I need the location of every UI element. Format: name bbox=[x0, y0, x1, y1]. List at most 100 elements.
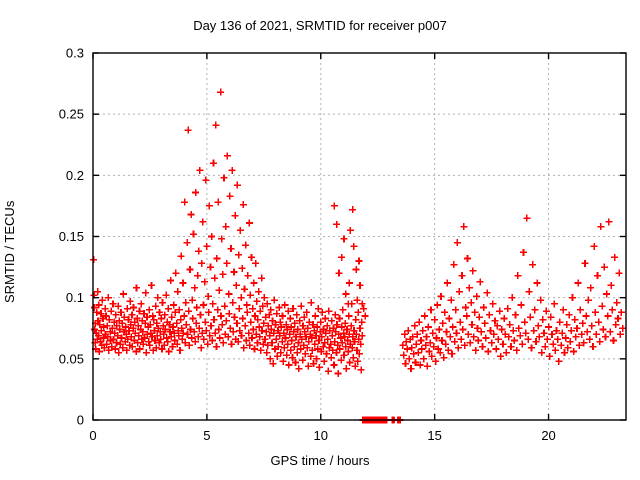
data-point-marker bbox=[233, 319, 241, 327]
data-point-marker bbox=[142, 289, 150, 297]
data-point-marker bbox=[105, 316, 113, 324]
data-point-marker bbox=[540, 329, 548, 337]
data-point-marker bbox=[587, 284, 595, 292]
data-point-marker bbox=[296, 317, 304, 325]
data-point-marker bbox=[179, 329, 187, 337]
data-point-marker bbox=[547, 313, 555, 321]
data-point-marker bbox=[458, 272, 466, 280]
data-point-marker bbox=[457, 335, 465, 343]
data-point-marker bbox=[253, 339, 261, 347]
data-point-marker bbox=[443, 328, 451, 336]
data-point-marker bbox=[153, 319, 161, 327]
data-point-marker bbox=[581, 259, 589, 267]
data-point-marker bbox=[100, 344, 108, 352]
data-point-marker bbox=[91, 325, 99, 333]
data-point-marker bbox=[176, 346, 184, 354]
data-point-marker bbox=[217, 88, 225, 96]
data-point-marker bbox=[459, 325, 467, 333]
data-point-marker bbox=[415, 318, 423, 326]
data-point-marker bbox=[549, 340, 557, 348]
data-point-marker bbox=[199, 218, 207, 226]
data-point-marker bbox=[347, 322, 355, 330]
data-point-marker bbox=[426, 339, 434, 347]
data-point-marker bbox=[245, 219, 253, 227]
data-point-marker bbox=[165, 347, 173, 355]
data-point-marker bbox=[280, 344, 288, 352]
data-point-marker bbox=[114, 332, 122, 340]
data-point-marker bbox=[303, 344, 311, 352]
data-point-marker bbox=[504, 305, 512, 313]
data-point-marker bbox=[110, 335, 117, 343]
data-point-marker bbox=[350, 242, 358, 250]
data-point-marker bbox=[186, 266, 194, 274]
data-point-marker bbox=[156, 308, 164, 316]
data-point-marker bbox=[287, 346, 295, 354]
data-point-marker bbox=[442, 340, 450, 348]
data-point-marker bbox=[106, 328, 114, 336]
data-point-marker bbox=[538, 349, 546, 357]
data-point-marker bbox=[146, 321, 154, 329]
data-point-marker bbox=[215, 325, 223, 333]
data-point-marker bbox=[315, 336, 323, 344]
data-point-marker bbox=[616, 330, 624, 338]
data-point-marker bbox=[334, 341, 342, 349]
data-point-marker bbox=[432, 334, 440, 342]
data-point-marker bbox=[574, 279, 582, 287]
data-point-marker bbox=[414, 349, 422, 357]
data-point-marker bbox=[564, 344, 572, 352]
data-point-marker bbox=[462, 303, 470, 311]
data-point-marker bbox=[305, 318, 313, 326]
data-point-marker bbox=[135, 332, 143, 340]
data-point-marker bbox=[512, 311, 520, 319]
data-point-marker bbox=[416, 361, 424, 369]
data-point-marker bbox=[474, 336, 482, 344]
data-point-marker bbox=[245, 329, 253, 337]
data-point-marker bbox=[350, 327, 358, 335]
data-point-marker bbox=[268, 317, 276, 325]
data-point-marker bbox=[317, 347, 325, 355]
data-point-marker bbox=[322, 350, 330, 358]
data-point-marker bbox=[251, 312, 259, 320]
data-point-marker bbox=[310, 327, 318, 335]
data-point-marker bbox=[151, 336, 159, 344]
data-point-marker bbox=[133, 284, 141, 292]
data-point-marker bbox=[337, 356, 345, 364]
data-point-marker bbox=[203, 242, 211, 250]
data-point-marker bbox=[168, 343, 176, 351]
data-point-marker bbox=[123, 305, 131, 313]
data-point-marker bbox=[354, 308, 362, 316]
data-point-marker bbox=[563, 321, 571, 329]
data-point-marker bbox=[353, 346, 361, 354]
data-point-marker bbox=[436, 349, 444, 357]
data-point-marker bbox=[333, 220, 341, 228]
data-point-marker bbox=[197, 344, 205, 352]
data-point-marker bbox=[445, 314, 453, 322]
data-point-marker bbox=[306, 330, 314, 338]
data-point-marker bbox=[606, 328, 614, 336]
data-point-marker bbox=[114, 302, 122, 310]
data-point-marker bbox=[346, 359, 354, 367]
data-point-marker bbox=[140, 310, 148, 318]
data-point-marker bbox=[321, 314, 329, 322]
data-point-marker bbox=[607, 281, 615, 289]
data-point-marker bbox=[222, 223, 230, 231]
data-point-marker bbox=[154, 324, 162, 332]
data-point-marker bbox=[186, 325, 194, 333]
data-point-marker bbox=[164, 305, 172, 313]
data-point-marker bbox=[277, 323, 285, 331]
data-point-marker bbox=[575, 341, 583, 349]
data-point-marker bbox=[337, 334, 345, 342]
data-point-marker bbox=[556, 318, 564, 326]
data-point-marker bbox=[266, 332, 274, 340]
data-point-marker bbox=[237, 294, 245, 302]
data-point-marker bbox=[611, 253, 619, 261]
data-point-marker bbox=[554, 335, 562, 343]
data-point-marker bbox=[214, 306, 222, 314]
data-point-marker bbox=[314, 345, 322, 353]
data-point-marker bbox=[332, 349, 340, 357]
data-point-marker bbox=[194, 272, 202, 280]
data-point-marker bbox=[509, 327, 517, 335]
data-point-marker bbox=[211, 329, 219, 337]
data-point-marker bbox=[98, 296, 106, 304]
data-point-marker bbox=[557, 341, 565, 349]
